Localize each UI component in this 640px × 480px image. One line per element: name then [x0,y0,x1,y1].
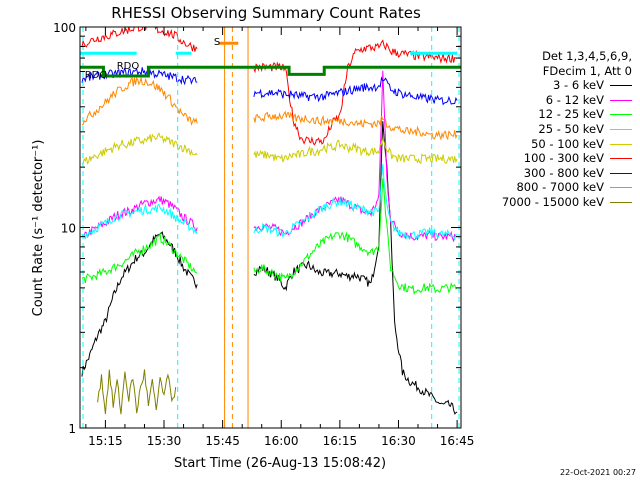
y-tick-label: 10 [61,222,76,236]
y-tick-label: 1 [68,422,76,436]
legend-item: 800 - 7000 keV [502,180,632,195]
x-tick-label: 15:30 [147,434,182,448]
legend-swatch [610,172,632,174]
green-step-line [80,65,461,78]
series-line [253,178,458,296]
legend-label: 800 - 7000 keV [516,180,604,195]
legend-swatch [610,114,632,116]
x-tick-label: 16:45 [440,434,475,448]
legend-item: 7000 - 15000 keV [502,195,632,210]
legend-swatch [610,143,632,145]
legend-label: 50 - 100 keV [531,136,604,151]
x-tick-label: 15:45 [205,434,240,448]
series-line [81,231,198,377]
legend-swatch [610,187,632,189]
legend-swatch [610,158,632,160]
annotation-label: S [214,37,220,48]
series-line [253,121,458,415]
legend-swatch [610,99,632,101]
legend-swatch [610,201,632,203]
legend-header-line-1: Det 1,3,4,5,6,9, [542,49,632,63]
x-axis-label: Start Time (26-Aug-13 15:08:42) [174,456,386,471]
annotation-label: RDO [85,70,108,81]
marker-layer [80,27,461,428]
x-tick-label: 16:00 [264,434,299,448]
legend-label: 25 - 50 keV [538,121,604,136]
annotation-label: RDO [117,61,140,72]
annotation-layer: RDO RDO S [85,37,220,81]
legend-label: 3 - 6 keV [553,78,604,93]
x-tick-label: 16:15 [323,434,358,448]
legend: Det 1,3,4,5,6,9, FDecim 1, Att 0 3 - 6 k… [502,49,632,210]
series-line [253,76,458,106]
axis-ticks: 15:15 15:30 15:45 16:00 16:15 16:30 16:45 1 10 10… [53,21,474,448]
legend-item: 6 - 12 keV [502,93,632,108]
legend-label: 100 - 300 keV [523,151,604,166]
x-tick-label: 16:30 [381,434,416,448]
legend-item: 25 - 50 keV [502,122,632,137]
legend-label: 7000 - 15000 keV [501,194,604,209]
legend-swatch [610,85,632,87]
chart-title: RHESSI Observing Summary Count Rates [111,4,421,22]
legend-label: 300 - 800 keV [523,165,604,180]
legend-item: 300 - 800 keV [502,166,632,181]
generated-date: 22-Oct-2021 00:27 [560,468,636,477]
y-tick-label: 100 [53,21,76,35]
legend-item: 100 - 300 keV [502,151,632,166]
series-line [253,110,458,141]
series-line [253,137,458,165]
legend-item: 50 - 100 keV [502,137,632,152]
legend-item: 12 - 25 keV [502,107,632,122]
legend-header-line-2: FDecim 1, Att 0 [542,63,632,78]
x-tick-label: 15:15 [88,434,123,448]
y-axis-label: Count Rate (s⁻¹ detector⁻¹) [31,140,46,317]
legend-label: 6 - 12 keV [545,92,604,107]
legend-swatch [610,128,632,130]
series-line [97,369,177,415]
legend-label: 12 - 25 keV [538,107,604,122]
legend-item: 3 - 6 keV [502,78,632,93]
series-line [253,164,458,241]
